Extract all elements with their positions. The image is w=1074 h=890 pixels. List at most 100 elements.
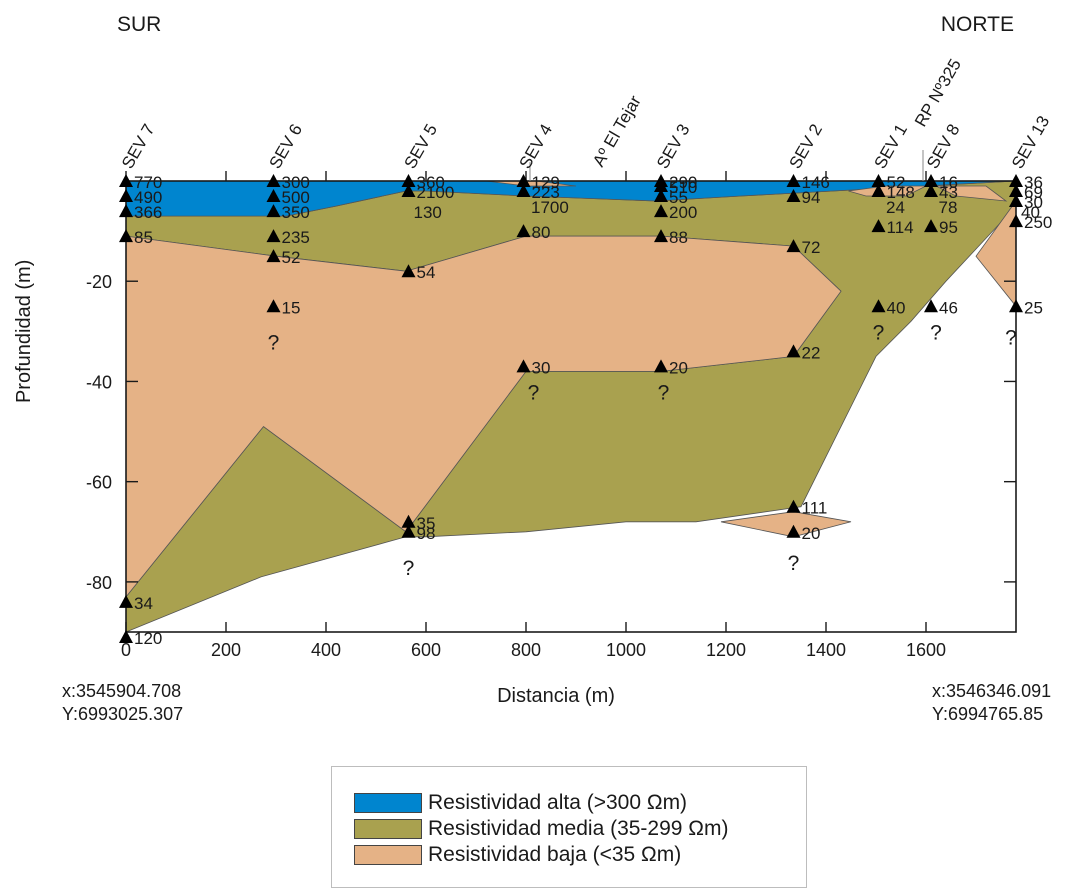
resistivity-value-label: 20 xyxy=(669,358,688,377)
resistivity-value-label: 120 xyxy=(134,629,162,648)
sounding-marker xyxy=(401,264,416,278)
sev-name-label: SEV 8 xyxy=(923,121,964,172)
coord-left-y: Y:6993025.307 xyxy=(62,704,183,724)
sev-name-label: SEV 2 xyxy=(786,121,827,172)
sounding-marker xyxy=(119,630,133,644)
resistivity-value-label: 40 xyxy=(887,298,906,317)
sounding-marker xyxy=(786,239,801,253)
resistivity-value-label: 16 xyxy=(939,173,958,192)
resistivity-value-label: 94 xyxy=(802,188,821,207)
resistivity-value-label: 223 xyxy=(532,183,560,202)
sev-name-label: SEV 1 xyxy=(871,121,912,172)
x-tick-label: 0 xyxy=(121,640,131,660)
layer-baja-lens xyxy=(720,511,852,538)
sounding-marker xyxy=(516,184,531,198)
resistivity-value-label: 360 xyxy=(417,173,445,192)
resistivity-value-label: 129 xyxy=(532,173,560,192)
legend-item-alta: Resistividad alta (>300 Ωm) xyxy=(354,791,687,815)
resistivity-value-label: 69 xyxy=(1024,183,1043,202)
uncertainty-mark: ? xyxy=(403,557,415,580)
sounding-marker xyxy=(266,249,281,263)
resistivity-value-label: 15 xyxy=(282,298,301,317)
sounding-marker xyxy=(871,219,886,233)
sounding-marker xyxy=(401,514,416,528)
sounding-marker xyxy=(266,174,281,187)
resistivity-value-label: 78 xyxy=(939,198,958,217)
resistivity-value-label: 300 xyxy=(282,173,310,192)
resistivity-value-label: 80 xyxy=(532,223,551,242)
sounding-marker xyxy=(654,229,668,243)
resistivity-value-label: 35 xyxy=(417,514,436,533)
resistivity-value-label: 25 xyxy=(1024,298,1043,317)
x-tick-label: 1600 xyxy=(906,640,946,660)
sounding-marker xyxy=(119,204,133,218)
uncertainty-mark: ? xyxy=(528,381,540,404)
layer-baja-lens xyxy=(935,185,1008,202)
resistivity-value-label: 85 xyxy=(134,228,153,247)
sev-name-label: SEV 3 xyxy=(653,121,694,172)
sounding-marker xyxy=(119,594,133,608)
reference-label: RP Nº325 xyxy=(911,56,965,130)
sounding-marker xyxy=(266,299,281,313)
resistivity-value-label: 235 xyxy=(282,228,310,247)
uncertainty-mark: ? xyxy=(930,321,942,344)
sounding-marker xyxy=(266,189,281,203)
resistivity-value-label: 146 xyxy=(802,173,830,192)
sounding-marker xyxy=(1009,174,1023,187)
sounding-marker xyxy=(1009,194,1023,208)
resistivity-value-label: 130 xyxy=(414,203,442,222)
y-tick-label: -40 xyxy=(86,372,112,392)
resistivity-value-label: 72 xyxy=(802,238,821,257)
sounding-marker xyxy=(401,184,416,198)
direction-left-label: SUR xyxy=(117,13,161,36)
coord-right-y: Y:6994765.85 xyxy=(932,704,1043,724)
layer-baja xyxy=(125,235,842,599)
sev-name-label: SEV 4 xyxy=(516,121,557,172)
resistivity-value-label: 30 xyxy=(532,358,551,377)
sounding-marker xyxy=(516,224,531,238)
sounding-marker xyxy=(924,184,938,198)
resistivity-value-label: 24 xyxy=(886,198,905,217)
resistivity-value-label: 510 xyxy=(669,178,697,197)
sev-name-label: SEV 5 xyxy=(401,121,442,172)
resistivity-value-label: 34 xyxy=(134,594,153,613)
resistivity-value-label: 114 xyxy=(887,218,914,237)
resistivity-value-label: 52 xyxy=(282,248,301,267)
layers-group xyxy=(125,180,1017,633)
legend-label-alta: Resistividad alta (>300 Ωm) xyxy=(428,791,688,814)
resistivity-value-label: 20 xyxy=(802,524,821,543)
y-tick-label: -60 xyxy=(86,473,112,493)
resistivity-value-label: 1700 xyxy=(531,198,569,217)
x-tick-label: 1400 xyxy=(806,640,846,660)
sounding-marker xyxy=(1009,184,1023,198)
resistivity-value-label: 500 xyxy=(282,188,310,207)
resistivity-value-label: 111 xyxy=(802,499,828,518)
coord-left-x: x:3545904.708 xyxy=(62,681,181,701)
legend-swatch-media xyxy=(354,819,422,839)
sounding-marker xyxy=(119,174,133,187)
x-tick-label: 200 xyxy=(211,640,241,660)
sounding-marker xyxy=(786,174,801,187)
uncertainty-mark: ? xyxy=(658,381,670,404)
y-axis-label: Profundidad (m) xyxy=(13,260,35,403)
sounding-marker xyxy=(871,184,886,198)
x-tick-label: 800 xyxy=(511,640,541,660)
legend: Resistividad alta (>300 Ωm) Resistividad… xyxy=(331,766,807,888)
x-tick-label: 1200 xyxy=(706,640,746,660)
sounding-marker xyxy=(654,204,668,218)
sounding-marker xyxy=(654,189,668,203)
resistivity-value-label: 22 xyxy=(802,343,821,362)
sounding-marker xyxy=(924,219,938,233)
sev-name-label: SEV 6 xyxy=(266,121,307,172)
resistivity-value-label: 43 xyxy=(939,183,958,202)
sev-name-label: SEV 7 xyxy=(118,121,159,172)
y-tick-label: -20 xyxy=(86,272,112,292)
resistivity-value-label: 55 xyxy=(669,188,688,207)
uncertainty-mark: ? xyxy=(268,331,280,354)
x-tick-label: 600 xyxy=(411,640,441,660)
resistivity-value-label: 490 xyxy=(134,188,162,207)
sounding-marker xyxy=(786,499,801,513)
resistivity-value-label: 2100 xyxy=(417,183,455,202)
resistivity-value-label: 290 xyxy=(669,173,697,192)
